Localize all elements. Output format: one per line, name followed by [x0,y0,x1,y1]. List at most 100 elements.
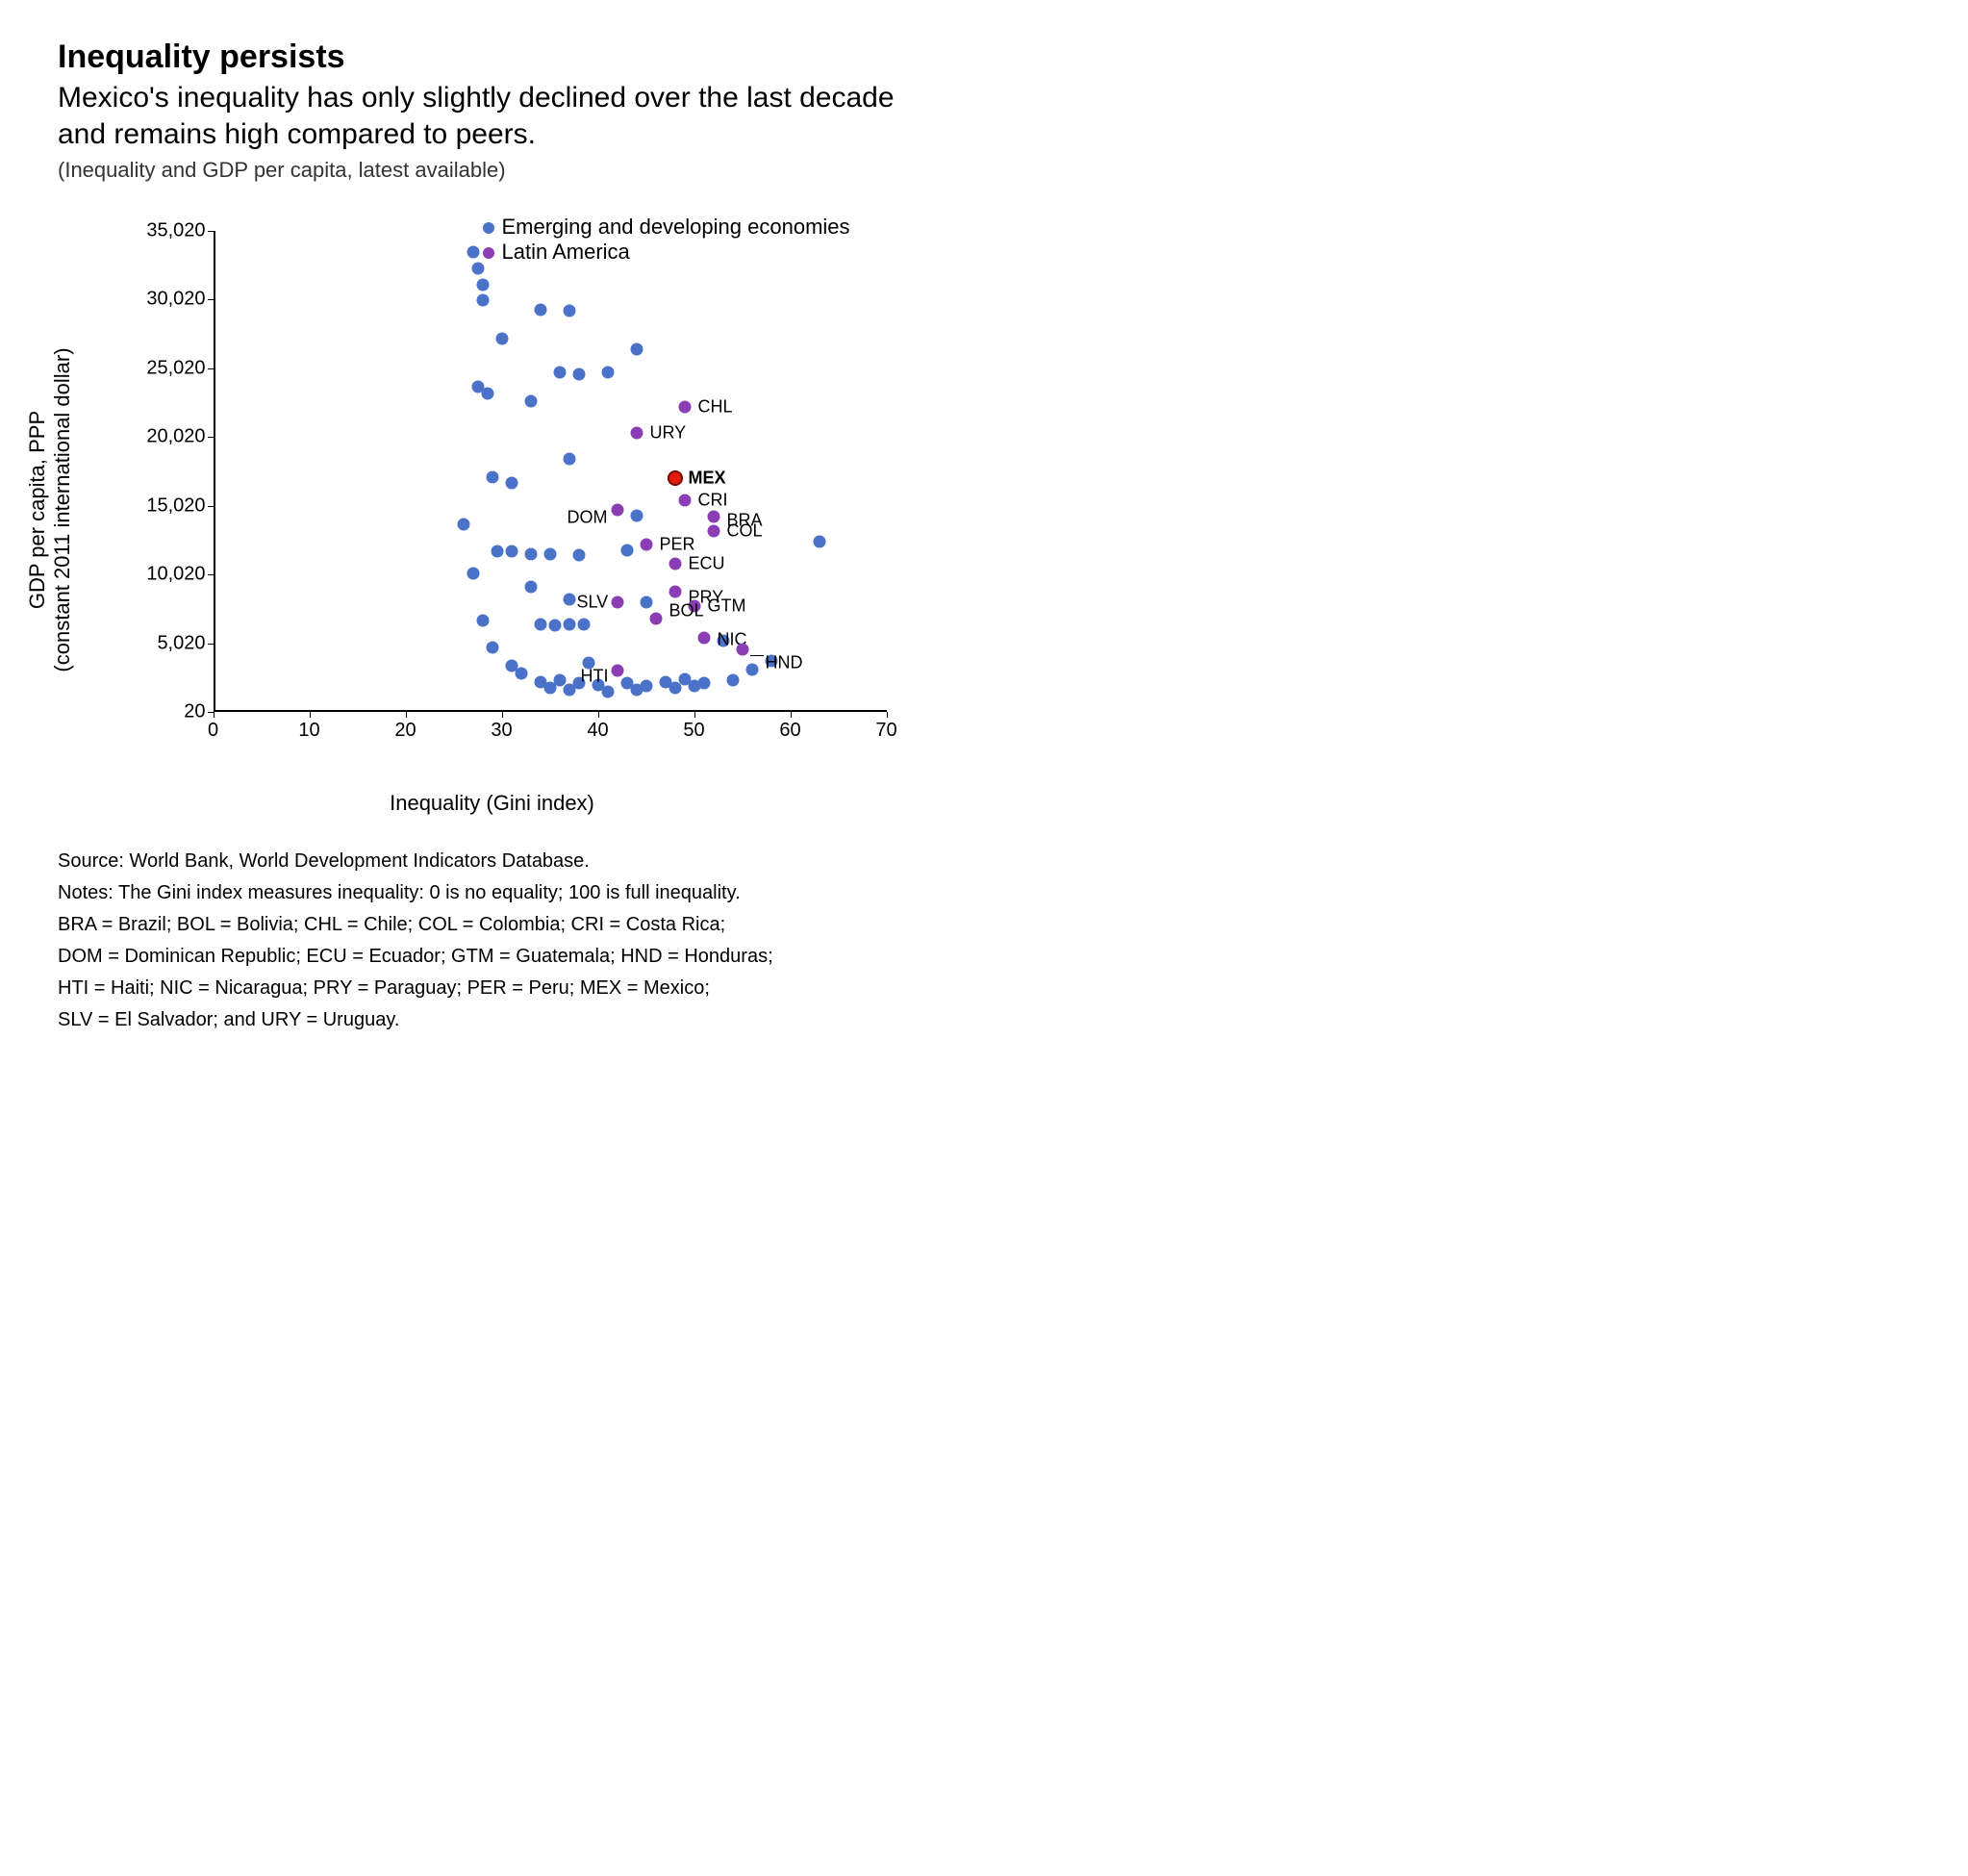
data-point [486,471,498,484]
data-point [697,677,710,690]
data-point-label: SLV [577,593,609,613]
data-point [572,368,585,380]
data-point-label: CHL [698,397,733,418]
data-point [601,685,614,697]
data-point [471,262,484,274]
data-point [534,618,546,630]
data-point-label: MEX [689,469,726,489]
data-point [548,620,561,632]
y-tick-mark [208,231,214,232]
y-tick-label: 10,020 [146,564,213,586]
x-tick-mark [791,712,792,718]
data-point [476,293,489,306]
data-point [611,504,623,517]
x-tick-mark [598,712,599,718]
data-point-label: PER [660,535,695,555]
data-point [524,581,537,594]
data-point [649,613,662,625]
data-point-label: DOM [568,508,608,528]
data-point-label: GTM [708,596,746,617]
data-point-label: HND [766,652,803,672]
data-point [678,401,691,414]
y-tick-mark [208,368,214,369]
data-point [491,545,503,558]
page-subtitle: Mexico's inequality has only slightly de… [58,80,926,152]
data-point [640,539,652,551]
data-point [476,279,489,292]
y-tick-mark [208,506,214,507]
data-point [553,367,566,379]
note-line: HTI = Haiti; NIC = Nicaragua; PRY = Para… [58,974,926,1003]
data-point [630,427,643,440]
data-point [707,524,719,537]
legend-dot-icon [483,247,494,259]
data-point [495,332,508,344]
x-tick-mark [502,712,503,718]
chart-page: Inequality persists Mexico's inequality … [0,0,984,1095]
y-tick-mark [208,299,214,300]
data-point [563,594,575,606]
legend-item: Emerging and developing economies [483,215,850,240]
data-point [611,596,623,609]
legend-item: Latin America [483,240,630,265]
note-line: Notes: The Gini index measures inequalit… [58,878,926,908]
data-point [745,664,758,676]
data-point [726,674,739,687]
data-point [668,470,683,486]
data-point [467,245,479,258]
data-point [524,395,537,408]
data-point-label: HTI [581,667,609,687]
data-point [457,518,469,530]
y-tick-label: 20,020 [146,426,213,448]
data-point [505,545,517,558]
data-point [697,632,710,645]
plot-area: 205,02010,02015,02020,02025,02030,02035,… [214,231,887,712]
data-point [524,548,537,561]
data-point-label: URY [650,423,687,444]
legend-dot-icon [483,222,494,234]
data-point [601,367,614,379]
data-point-label: COL [727,520,763,541]
data-point [572,549,585,562]
data-point [669,585,681,597]
data-point-label: BOL [669,601,704,621]
data-point [577,618,590,630]
data-point [630,510,643,522]
scatter-chart: GDP per capita, PPP (constant 2011 inter… [60,212,925,808]
y-tick-label: 25,020 [146,357,213,379]
legend-label: Emerging and developing economies [502,215,850,239]
y-tick-label: 5,020 [157,632,213,654]
data-point [630,343,643,356]
note-line: SLV = El Salvador; and URY = Uruguay. [58,1005,926,1035]
x-tick-mark [310,712,311,718]
data-point [620,544,633,556]
data-point [476,614,489,626]
y-tick-label: 30,020 [146,289,213,311]
data-point [505,476,517,489]
data-point [534,303,546,316]
data-point [736,643,748,655]
data-point [486,642,498,654]
y-tick-label: 15,020 [146,494,213,517]
x-tick-mark [406,712,407,718]
data-point [669,558,681,570]
note-line: DOM = Dominican Republic; ECU = Ecuador;… [58,942,926,972]
data-point-label: CRI [698,491,728,511]
y-tick-mark [208,574,214,575]
page-title: Inequality persists [58,38,926,76]
data-point [678,494,691,507]
page-subnote: (Inequality and GDP per capita, latest a… [58,158,926,183]
y-axis-label-line1: GDP per capita, PPP [25,411,49,609]
x-axis-label: Inequality (Gini index) [60,791,925,816]
x-tick-mark [887,712,888,718]
note-line: BRA = Brazil; BOL = Bolivia; CHL = Chile… [58,910,926,940]
data-point [640,596,652,609]
data-point [515,668,527,680]
data-point [467,568,479,580]
legend-label: Latin America [502,240,630,264]
data-point [563,618,575,630]
x-tick-mark [694,712,695,718]
note-line: Source: World Bank, World Development In… [58,847,926,876]
leader-line [750,655,764,656]
data-point [543,548,556,561]
